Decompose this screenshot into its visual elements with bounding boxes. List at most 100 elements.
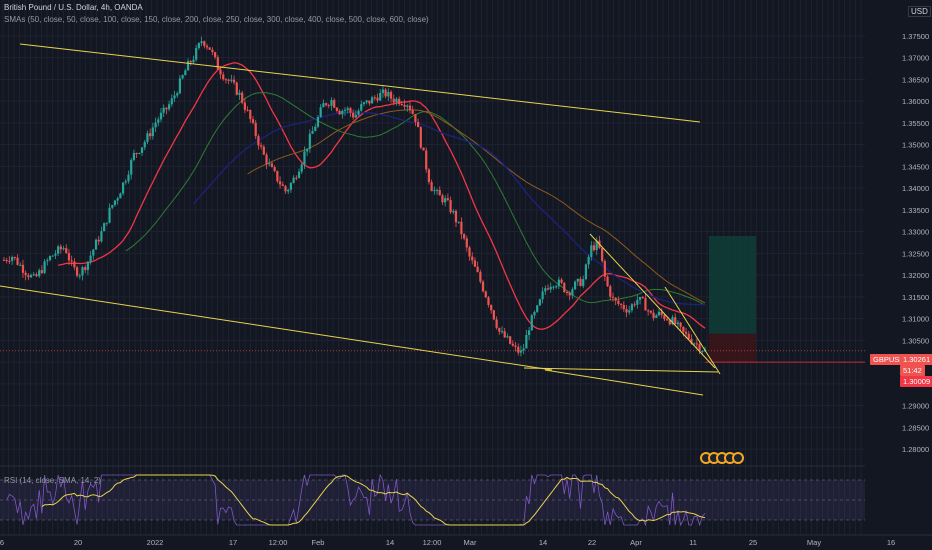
- candle-body: [484, 291, 487, 298]
- candle-body: [75, 267, 79, 276]
- candle-body: [113, 200, 117, 206]
- candle-body: [35, 274, 38, 277]
- candle-body: [419, 127, 422, 148]
- sma-line: [193, 111, 706, 306]
- y-tick-label: 1.37500: [902, 32, 929, 41]
- candle-body: [695, 343, 698, 345]
- symbol-tag: GBPUSD: [870, 354, 908, 365]
- candle-body: [284, 185, 287, 192]
- candle-body: [54, 253, 57, 256]
- candle-body: [676, 322, 680, 325]
- candle-body: [19, 264, 22, 266]
- candle-body: [335, 107, 339, 111]
- x-tick-label: 22: [588, 538, 596, 547]
- candle-body: [327, 104, 330, 106]
- candle-body: [490, 304, 493, 311]
- x-tick-label: Feb: [312, 538, 325, 547]
- trend-line: [0, 285, 553, 371]
- candle-body: [178, 78, 182, 94]
- candle-body: [184, 70, 187, 76]
- candle-body: [427, 169, 431, 183]
- candle-body: [67, 253, 71, 261]
- candle-body: [441, 195, 444, 203]
- economic-events[interactable]: [700, 452, 744, 464]
- candle-body: [557, 279, 560, 287]
- countdown-tag: 51:42: [900, 365, 925, 376]
- candle-body: [135, 153, 138, 155]
- x-tick-label: 12:00: [423, 538, 442, 547]
- candle-body: [165, 107, 168, 110]
- candle-body: [549, 286, 552, 290]
- candle-body: [270, 163, 274, 168]
- event-icon[interactable]: [732, 452, 744, 464]
- trend-line: [544, 369, 704, 396]
- stop-zone: [709, 333, 756, 363]
- candle-body: [246, 109, 249, 111]
- trend-line: [19, 43, 701, 123]
- trend-lines[interactable]: [0, 43, 721, 396]
- candle-body: [671, 317, 674, 325]
- candle-body: [281, 184, 284, 186]
- candle-body: [100, 231, 103, 242]
- candle-body: [324, 103, 328, 105]
- candle-body: [222, 74, 225, 80]
- candle-body: [625, 309, 628, 313]
- trend-line: [664, 286, 721, 375]
- y-tick-label: 1.32000: [902, 271, 929, 280]
- candles: [2, 36, 707, 357]
- candle-body: [216, 57, 219, 70]
- candle-body: [576, 278, 579, 282]
- candle-body: [59, 246, 62, 250]
- candle-body: [200, 41, 203, 44]
- candle-body: [181, 75, 184, 79]
- candle-body: [130, 159, 133, 175]
- chart-title: British Pound / U.S. Dollar, 4h, OANDA: [4, 3, 143, 12]
- position-zones[interactable]: [0, 236, 865, 363]
- candle-body: [384, 89, 387, 97]
- candle-body: [422, 147, 425, 151]
- candle-body: [628, 310, 631, 313]
- candle-body: [230, 79, 233, 81]
- candle-body: [303, 151, 306, 165]
- candle-body: [121, 182, 125, 194]
- y-tick-label: 1.36000: [902, 97, 929, 106]
- candle-body: [430, 182, 433, 192]
- price-axis[interactable]: 1.37500 1.37000 1.36500 1.36000 1.35500 1.350…: [865, 0, 932, 550]
- candle-body: [668, 320, 671, 325]
- candle-body: [205, 45, 209, 48]
- candle-body: [630, 304, 634, 311]
- candle-body: [195, 48, 198, 60]
- time-axis[interactable]: 6 20 2022 17 12:00 Feb 14 12:00 Mar 14 22 Apr 11 25 Ma…: [0, 534, 932, 547]
- candle-body: [408, 105, 412, 111]
- candle-body: [146, 133, 149, 142]
- candle-body: [609, 286, 612, 297]
- candle-body: [398, 98, 401, 105]
- candle-body: [227, 79, 230, 81]
- candle-body: [243, 102, 246, 110]
- candle-body: [438, 190, 441, 196]
- candle-body: [463, 234, 466, 239]
- x-tick-label: 16: [887, 538, 895, 547]
- y-tick-label: 1.30500: [902, 336, 929, 345]
- candle-body: [13, 256, 16, 258]
- candle-body: [411, 110, 414, 115]
- x-tick-label: 25: [749, 538, 757, 547]
- rsi-legend: RSI (14, close, SMA, 14, 2): [4, 476, 101, 485]
- candle-body: [124, 181, 127, 183]
- candle-body: [97, 239, 100, 242]
- candle-body: [268, 163, 271, 165]
- candle-body: [330, 100, 333, 106]
- candle-body: [292, 177, 295, 184]
- candle-body: [590, 245, 593, 257]
- candle-body: [86, 261, 90, 270]
- currency-label[interactable]: USD: [908, 6, 931, 17]
- candle-body: [170, 98, 173, 105]
- candle-body: [701, 351, 704, 353]
- candle-body: [498, 327, 501, 332]
- candle-body: [65, 248, 68, 254]
- y-tick-label: 1.33500: [902, 206, 929, 215]
- candle-body: [652, 312, 655, 318]
- candle-body: [481, 281, 485, 292]
- x-tick-label: 14: [539, 538, 547, 547]
